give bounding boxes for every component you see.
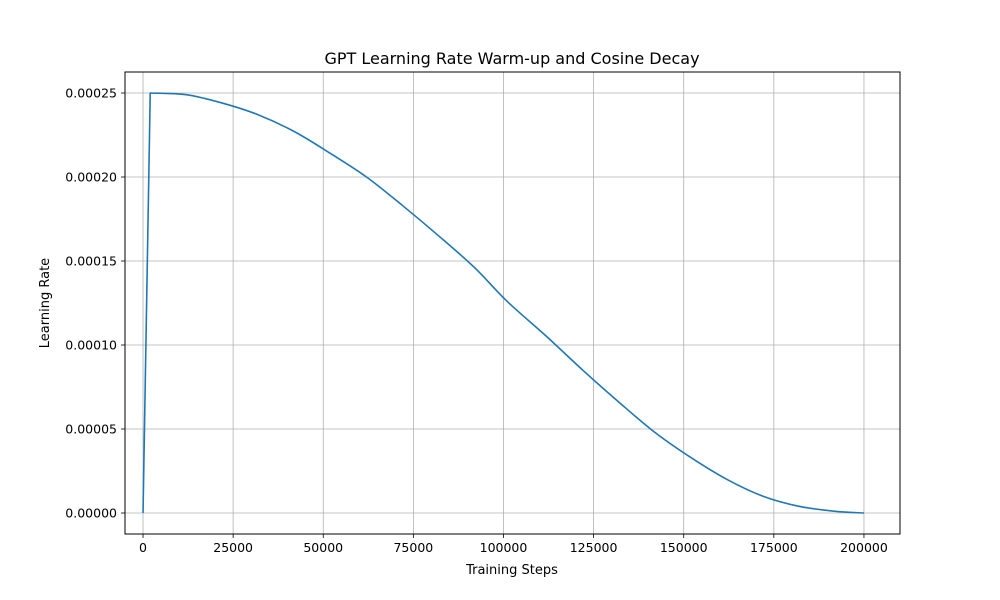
y-tick-label: 0.00010 — [65, 338, 117, 353]
x-axis-label: Training Steps — [465, 563, 558, 578]
series-lines — [142, 92, 864, 514]
x-tick-label: 50000 — [303, 540, 343, 555]
x-axis-ticks: 0 25000 50000 75000 100000 125000 150000 175000… — [139, 534, 888, 555]
y-tick-label: 0.00000 — [65, 506, 117, 521]
chart-title: GPT Learning Rate Warm-up and Cosine Dec… — [324, 49, 699, 68]
y-tick-label: 0.00025 — [65, 86, 117, 101]
y-tick-label: 0.00005 — [65, 422, 117, 437]
x-tick-label: 75000 — [393, 540, 433, 555]
series-line — [142, 92, 864, 514]
plot-area — [125, 72, 900, 534]
y-tick-label: 0.00020 — [65, 170, 117, 185]
x-tick-label: 0 — [139, 540, 147, 555]
x-tick-label: 200000 — [840, 540, 888, 555]
x-tick-label: 125000 — [570, 540, 618, 555]
x-tick-label: 25000 — [213, 540, 253, 555]
y-axis-label: Learning Rate — [38, 258, 53, 348]
y-tick-label: 0.00015 — [65, 254, 117, 269]
x-tick-label: 175000 — [750, 540, 798, 555]
x-tick-label: 100000 — [480, 540, 528, 555]
plot-frame — [124, 71, 901, 535]
y-axis-ticks: 0.00000 0.00005 0.00010 0.00015 0.00020 0.000… — [65, 86, 125, 521]
x-tick-label: 150000 — [660, 540, 708, 555]
